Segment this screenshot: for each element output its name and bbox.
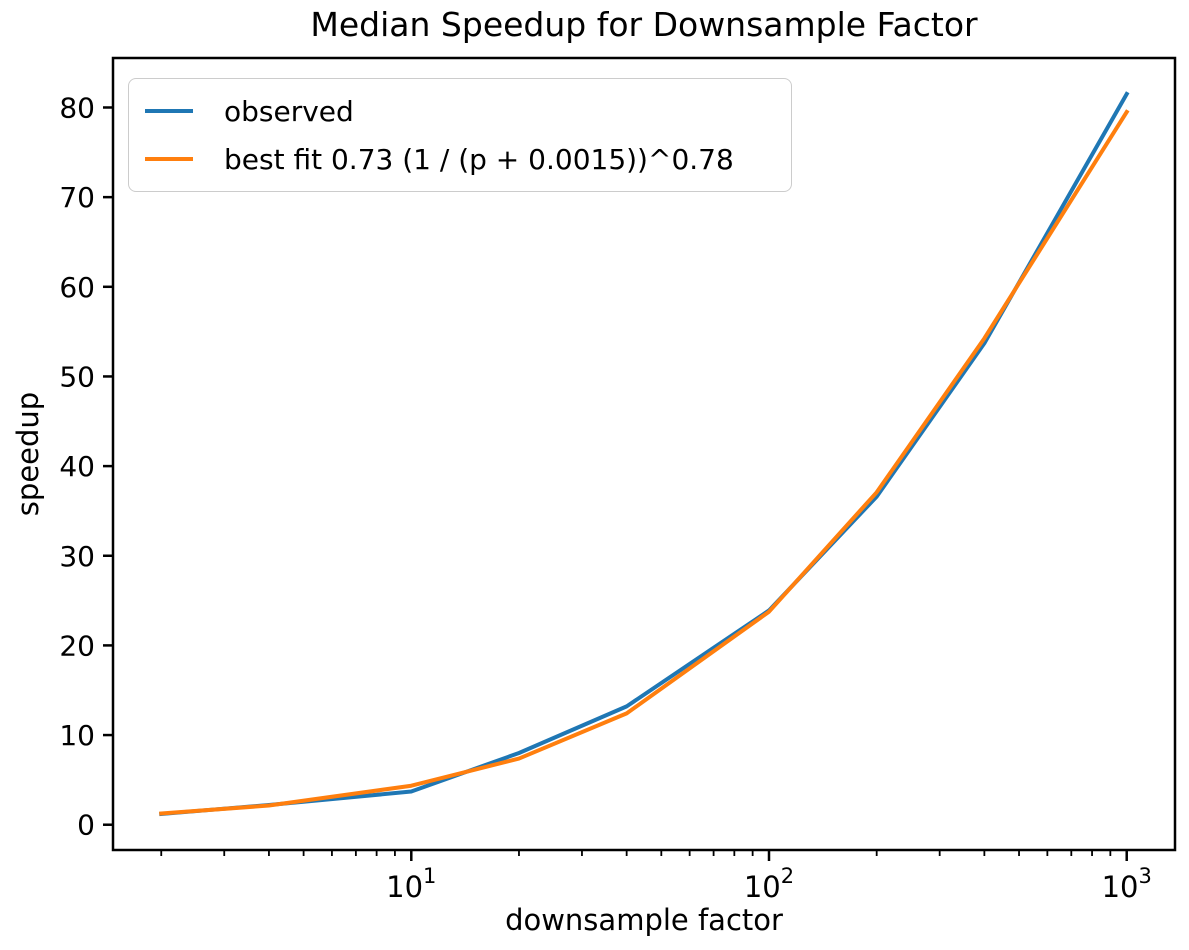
chart-title: Median Speedup for Downsample Factor <box>310 5 978 44</box>
legend-label-best-fit: best fit 0.73 (1 / (p + 0.0015))^0.78 <box>224 142 734 176</box>
y-tick-label: 50 <box>59 360 95 393</box>
y-tick-label: 70 <box>59 181 95 214</box>
y-tick-label: 80 <box>59 91 95 124</box>
x-tick-label: 101 <box>386 864 436 904</box>
x-axis-label: downsample factor <box>505 903 783 937</box>
y-axis-label: speedup <box>11 391 45 517</box>
y-tick-label: 40 <box>59 450 95 483</box>
legend-entry-observed: observed <box>145 87 777 135</box>
best-fit-line-swatch <box>145 157 193 161</box>
y-tick-label: 0 <box>77 809 95 842</box>
y-tick-label: 30 <box>59 540 95 573</box>
observed-line <box>159 91 1130 817</box>
y-tick-label: 60 <box>59 271 95 304</box>
legend-label-observed: observed <box>224 94 354 128</box>
observed-line-swatch <box>145 109 193 113</box>
legend: observed best fit 0.73 (1 / (p + 0.0015)… <box>128 78 792 192</box>
x-tick-label: 103 <box>1102 864 1152 904</box>
axes-spines <box>111 56 1177 852</box>
best-fit-line <box>159 109 1130 816</box>
x-tick-label: 102 <box>744 864 794 904</box>
y-tick-label: 10 <box>59 719 95 752</box>
y-tick-label: 20 <box>59 629 95 662</box>
legend-entry-best-fit: best fit 0.73 (1 / (p + 0.0015))^0.78 <box>145 135 777 183</box>
